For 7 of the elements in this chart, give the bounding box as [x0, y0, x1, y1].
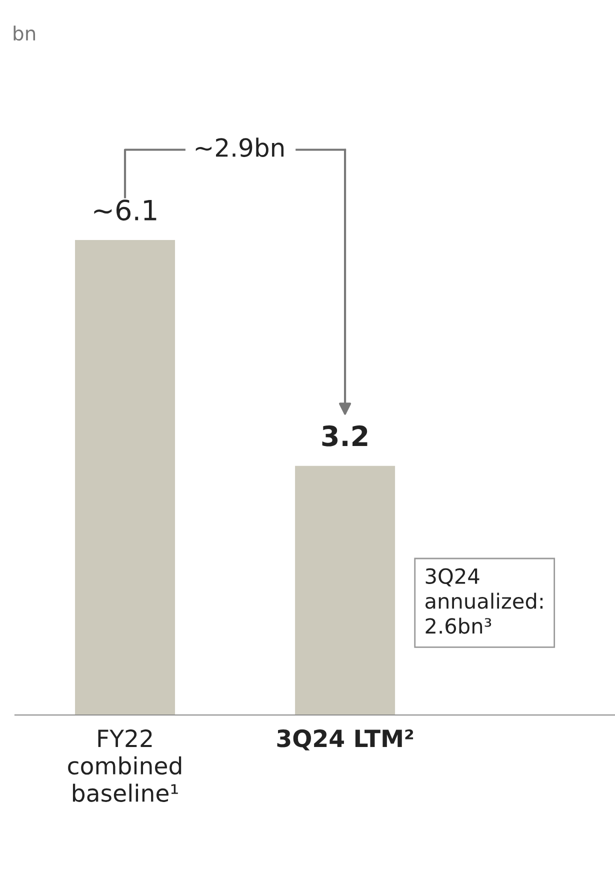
x-tick-label: 3Q24 LTM²	[277, 729, 414, 750]
annotation: 3Q24 annualized: 2.6bn³	[425, 568, 543, 634]
data-label: 3.2	[322, 425, 368, 446]
text: ~2.9bn	[196, 138, 284, 158]
text: bn	[14, 26, 36, 41]
x-tick-label: FY22 combined baseline¹	[68, 729, 182, 802]
data-label: ~6.1	[94, 200, 156, 221]
